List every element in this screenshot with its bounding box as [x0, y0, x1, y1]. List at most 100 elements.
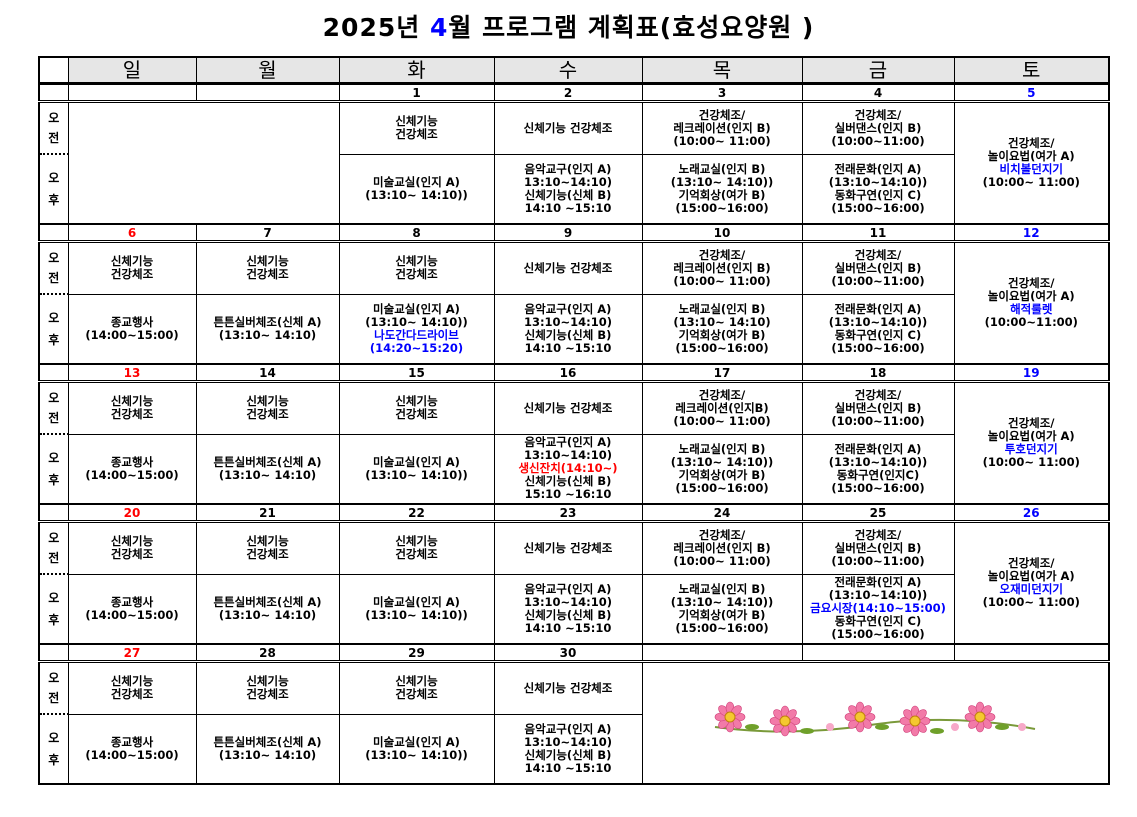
program-line: 건강체조: [246, 267, 289, 282]
flower-garland-icon: [714, 701, 1036, 736]
program-line: (13:10~ 14:10): [218, 327, 317, 342]
am-row: 오 전 신체기능 건강체조 신체기능 건강체조 신체기능 건강체조 신체기능 건강체조 건강체조/…: [38, 521, 1110, 645]
pm-program-cell: 음악교구(인지 A) 13:10~14:10) 신체기능(신체 B) 14:10 ~1…: [493, 293, 643, 365]
program-line: 신체기능: [395, 114, 438, 129]
program-line: 실버댄스(인지 B): [834, 120, 922, 135]
program-line: 15:10 ~16:10: [524, 487, 612, 502]
program-line: (13:10~ 14:10)): [365, 747, 468, 762]
program-line: (10:00~11:00): [831, 413, 925, 428]
program-line: (10:00~ 11:00): [982, 175, 1080, 189]
program-line: 미술교실(인지 A): [373, 454, 460, 469]
program-line: 건강체조: [246, 547, 289, 562]
program-line: 놀이요법(여가 A): [987, 149, 1075, 163]
program-line: (13:10~ 14:10)): [670, 594, 774, 609]
am-program-cell: 건강체조/레크레이션(인지B) (10:00~ 11:00): [641, 381, 803, 435]
date-cell: 16: [493, 363, 643, 383]
program-line: 신체기능: [246, 534, 289, 549]
program-line: (10:00~ 11:00): [673, 273, 771, 288]
date-cell: 27: [67, 643, 197, 663]
program-line: 동화구연(인지 C): [834, 327, 922, 342]
program-line: (14:00~15:00): [85, 607, 179, 622]
pm-program-cell: 전래문화(인지 A) (13:10~14:10)) 금요시장(14:10~15:00…: [801, 573, 955, 645]
program-line: 실버댄스(인지 B): [834, 400, 922, 415]
program-line: (15:00~16:00): [675, 620, 769, 635]
title-month: 4: [429, 13, 449, 42]
date-cell: 30: [493, 643, 643, 663]
date-cell: 19: [953, 363, 1110, 383]
program-line: 13:10~14:10): [523, 314, 613, 329]
date-row: 13 14 15 16 17 18 19: [38, 363, 1110, 383]
weekday-5: 금: [801, 56, 955, 85]
am-program-cell: 신체기능 건강체조: [493, 101, 643, 155]
am-label-char: 오: [48, 531, 60, 545]
am-program-cell: 신체기능 건강체조: [338, 241, 495, 295]
program-line: 신체기능(신체 B): [524, 187, 612, 202]
program-line: 나도간다드라이브: [374, 327, 459, 342]
pm-label-char: 오: [48, 591, 60, 605]
program-line: 13:10~14:10): [523, 448, 613, 463]
program-line: (15:00~16:00): [831, 480, 925, 495]
program-line: (13:10~14:10)): [828, 454, 928, 469]
weekday-4: 목: [641, 56, 803, 85]
program-line: 건강체조: [246, 407, 289, 422]
pm-label-char: 후: [48, 333, 60, 347]
date-cell: 24: [641, 503, 803, 523]
pm-program-cell: 종교행사 (14:00~15:00): [67, 433, 197, 505]
program-line: 14:10 ~15:10: [524, 200, 612, 215]
pm-label-char: 후: [48, 473, 60, 487]
date-row: 20 21 22 23 24 25 26: [38, 503, 1110, 523]
am-program-cell: 건강체조/실버댄스(인지 B) (10:00~11:00): [801, 241, 955, 295]
program-line: 신체기능: [110, 534, 154, 549]
program-line: 튼튼실버체조(신체 A): [213, 594, 322, 609]
saturday-program-cell: 건강체조/놀이요법(여가 A) 오재미던지기 (10:00~ 11:00): [953, 521, 1110, 645]
date-cell: 4: [801, 83, 955, 103]
program-line: 노래교실(인지 B): [678, 301, 766, 316]
program-line: (15:00~16:00): [675, 200, 769, 215]
pm-program-cell: 종교행사 (14:00~15:00): [67, 573, 197, 645]
date-cell: 20: [67, 503, 197, 523]
program-line: 해적룰렛: [1010, 302, 1053, 316]
program-line: 건강체조/: [698, 107, 746, 122]
decoration-cell: [641, 661, 1110, 785]
program-line: (10:00~11:00): [831, 133, 925, 148]
am-program-cell: 신체기능 건강체조: [493, 521, 643, 575]
program-line: 13:10~14:10): [523, 594, 613, 609]
program-line: 건강체조/: [698, 247, 746, 262]
pm-program-cell: 전래문화(인지 A) (13:10~14:10)) 동화구연(인지C) (15:00~…: [801, 433, 955, 505]
pm-label-char: 오: [48, 451, 60, 465]
program-line: 건강체조/: [1007, 136, 1055, 150]
program-line: 노래교실(인지 B): [678, 161, 766, 176]
date-cell: 23: [493, 503, 643, 523]
date-cell: 11: [801, 223, 955, 243]
program-line: 건강체조/: [854, 247, 902, 262]
program-line: 기억회상(여가 B): [678, 327, 766, 342]
program-line: 튼튼실버체조(신체 A): [213, 734, 322, 749]
am-program-cell: 신체기능 건강체조: [195, 381, 340, 435]
program-line: 신체기능: [246, 254, 289, 269]
am-label-char: 전: [48, 551, 60, 565]
corner-cell: [38, 56, 69, 85]
am-program-cell: 건강체조/레크레이션(인지 B) (10:00~ 11:00): [641, 101, 803, 155]
am-program-cell: 신체기능 건강체조: [338, 101, 495, 155]
am-program-cell: 신체기능 건강체조: [338, 381, 495, 435]
program-line: (14:00~15:00): [85, 467, 179, 482]
program-line: 음악교구(인지 A): [524, 161, 612, 176]
pm-program-cell: 노래교실(인지 B) (13:10~ 14:10)) 기억회상(여가 B) (15:0…: [641, 433, 803, 505]
date-cell: 14: [195, 363, 340, 383]
date-cell: 29: [338, 643, 495, 663]
program-line: (15:00~16:00): [831, 200, 925, 215]
program-line: 건강체조/: [698, 527, 746, 542]
program-line: 신체기능(신체 B): [524, 327, 612, 342]
date-cell: 7: [195, 223, 340, 243]
program-line: 놀이요법(여가 A): [987, 569, 1075, 583]
am-program-cell: 신체기능 건강체조: [493, 661, 643, 715]
program-line: 튼튼실버체조(신체 A): [213, 454, 322, 469]
date-cell: 13: [67, 363, 197, 383]
program-schedule-table: 일 월 화 수 목 금 토 1 2 3 4 5 오 전 신체기능 건강체조 신체기능 건강체조 건강체조/레크레이…: [38, 56, 1110, 785]
pm-program-cell: 노래교실(인지 B) (13:10~ 14:10)) 기억회상(여가 B) (15:0…: [641, 153, 803, 225]
